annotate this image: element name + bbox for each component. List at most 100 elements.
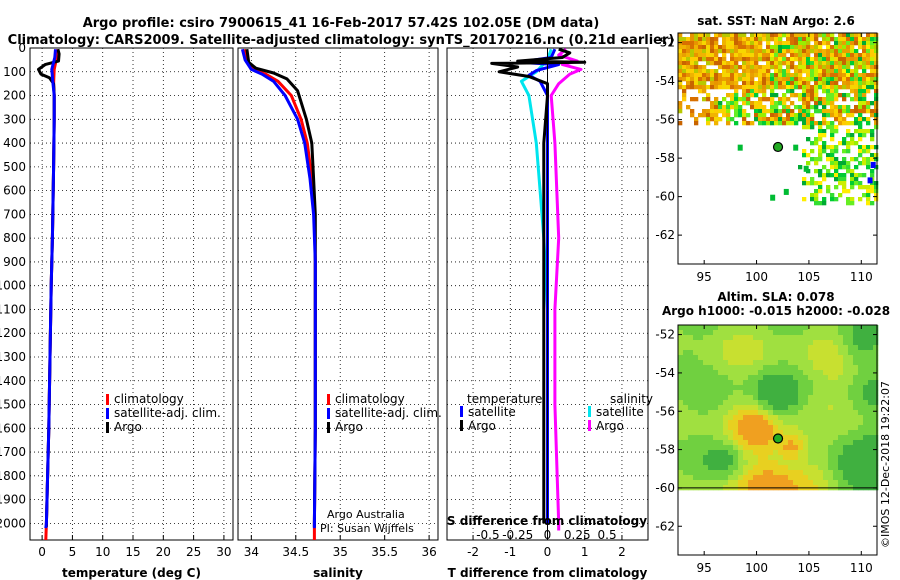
sla-cell bbox=[718, 405, 724, 411]
sla-cell bbox=[743, 400, 749, 406]
sla-cell bbox=[703, 445, 709, 451]
sla-cell bbox=[728, 355, 734, 361]
sst-cell bbox=[766, 49, 771, 54]
sla-cell bbox=[818, 350, 824, 356]
sst-cell bbox=[842, 53, 847, 58]
sst-cell bbox=[866, 37, 871, 42]
sst-cell bbox=[862, 133, 867, 138]
sst-cell bbox=[822, 57, 827, 62]
sst-cell bbox=[818, 137, 823, 142]
sst-cell bbox=[814, 137, 819, 142]
sst-cell bbox=[814, 61, 819, 66]
sla-cell bbox=[738, 365, 744, 371]
sst-cell bbox=[834, 97, 839, 102]
sla-cell bbox=[793, 455, 799, 461]
sla-cell bbox=[848, 455, 854, 461]
sst-cell bbox=[726, 109, 731, 114]
sst-cell bbox=[690, 53, 695, 58]
sla-cell bbox=[788, 475, 794, 481]
sla-cell bbox=[713, 465, 719, 471]
sla-cell bbox=[833, 375, 839, 381]
sla-cell bbox=[778, 470, 784, 476]
sst-cell bbox=[710, 109, 715, 114]
sst-cell bbox=[806, 101, 811, 106]
sla-cell bbox=[773, 410, 779, 416]
sst-cell bbox=[830, 45, 835, 50]
sst-cell bbox=[730, 69, 735, 74]
sla-cell bbox=[833, 360, 839, 366]
sst-cell bbox=[850, 73, 855, 78]
sla-cell bbox=[733, 370, 739, 376]
sst-cell bbox=[786, 37, 791, 42]
sst-cell bbox=[706, 53, 711, 58]
sla-cell bbox=[813, 425, 819, 431]
sla-cell bbox=[803, 460, 809, 466]
sst-cell bbox=[846, 45, 851, 50]
sst-cell bbox=[694, 33, 699, 38]
sla-cell bbox=[853, 385, 859, 391]
sst-cell bbox=[778, 117, 783, 122]
sst-cell bbox=[806, 153, 811, 158]
sla-cell bbox=[708, 415, 714, 421]
sst-cell bbox=[838, 193, 843, 198]
sla-cell bbox=[773, 325, 779, 331]
sla-cell bbox=[858, 480, 864, 486]
sla-cell bbox=[688, 365, 694, 371]
sla-cell bbox=[843, 395, 849, 401]
sst-cell bbox=[850, 137, 855, 142]
sst-cell bbox=[774, 53, 779, 58]
legend-swatch bbox=[106, 422, 109, 433]
sla-cell bbox=[823, 395, 829, 401]
sst-cell bbox=[762, 65, 767, 70]
sst-cell bbox=[846, 105, 851, 110]
sla-cell bbox=[788, 470, 794, 476]
sla-cell bbox=[678, 385, 684, 391]
sla-cell bbox=[838, 385, 844, 391]
sla-cell bbox=[758, 345, 764, 351]
sla-cell bbox=[848, 465, 854, 471]
sla-cell bbox=[873, 340, 879, 346]
sla-cell bbox=[788, 335, 794, 341]
sst-cell bbox=[734, 85, 739, 90]
sst-cell bbox=[734, 37, 739, 42]
sst-cell bbox=[850, 181, 855, 186]
sst-cell bbox=[818, 149, 823, 154]
sla-cell bbox=[863, 390, 869, 396]
sla-cell bbox=[863, 470, 869, 476]
sla-cell bbox=[813, 420, 819, 426]
sst-cell bbox=[818, 157, 823, 162]
sst-cell bbox=[810, 177, 815, 182]
sla-cell bbox=[873, 450, 879, 456]
sst-cell bbox=[734, 121, 739, 126]
sla-cell bbox=[843, 460, 849, 466]
sla-cell bbox=[733, 410, 739, 416]
sla-cell bbox=[813, 350, 819, 356]
sst-cell bbox=[802, 197, 807, 202]
sst-cell bbox=[822, 65, 827, 70]
sst-cell bbox=[834, 73, 839, 78]
sla-cell bbox=[763, 390, 769, 396]
sla-cell bbox=[678, 465, 684, 471]
sla-cell bbox=[733, 440, 739, 446]
credit-line-2: PI: Susan Wijffels bbox=[320, 522, 414, 535]
sla-cell bbox=[783, 350, 789, 356]
sst-cell bbox=[834, 149, 839, 154]
sst-cell bbox=[742, 97, 747, 102]
sst-cell bbox=[794, 77, 799, 82]
sst-cell bbox=[810, 85, 815, 90]
sst-cell bbox=[710, 69, 715, 74]
sst-cell bbox=[834, 109, 839, 114]
sla-cell bbox=[768, 365, 774, 371]
sst-cell bbox=[746, 121, 751, 126]
sst-cell bbox=[854, 165, 859, 170]
sst-cell bbox=[842, 69, 847, 74]
sla-cell bbox=[718, 385, 724, 391]
sla-cell bbox=[698, 475, 704, 481]
sst-cell bbox=[774, 65, 779, 70]
sst-cell bbox=[850, 177, 855, 182]
sst-cell bbox=[830, 89, 835, 94]
sla-cell bbox=[693, 480, 699, 486]
sst-cell bbox=[858, 77, 863, 82]
sst-cell bbox=[850, 49, 855, 54]
